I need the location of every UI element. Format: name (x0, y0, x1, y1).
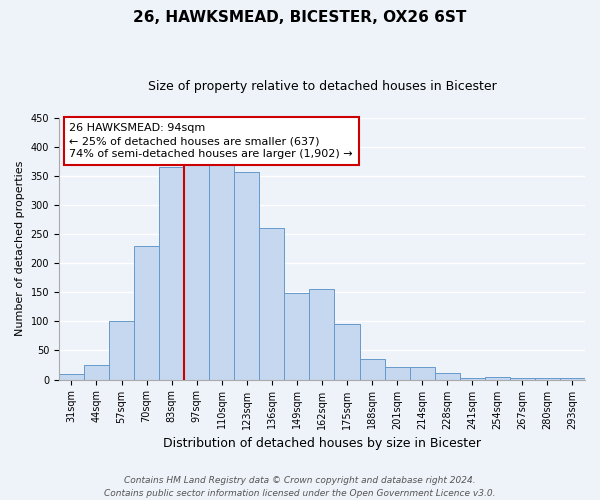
Bar (410, 367, 434, 380)
Bar (434, 373, 460, 380)
Title: Size of property relative to detached houses in Bicester: Size of property relative to detached ho… (148, 80, 496, 93)
Bar (209, 162, 234, 380)
Bar (460, 378, 485, 380)
Bar (485, 376, 510, 380)
Bar (510, 378, 535, 380)
Bar (560, 378, 585, 380)
Bar (535, 378, 560, 380)
Bar (334, 324, 359, 380)
Bar (134, 246, 159, 380)
Bar (359, 359, 385, 380)
Bar (234, 172, 259, 380)
Bar (310, 290, 334, 380)
Bar (159, 167, 184, 380)
Bar (259, 228, 284, 380)
Text: Contains HM Land Registry data © Crown copyright and database right 2024.
Contai: Contains HM Land Registry data © Crown c… (104, 476, 496, 498)
Bar (59, 374, 84, 380)
Text: 26 HAWKSMEAD: 94sqm
← 25% of detached houses are smaller (637)
74% of semi-detac: 26 HAWKSMEAD: 94sqm ← 25% of detached ho… (70, 123, 353, 160)
Bar (385, 367, 410, 380)
Y-axis label: Number of detached properties: Number of detached properties (15, 161, 25, 336)
Bar (284, 294, 310, 380)
X-axis label: Distribution of detached houses by size in Bicester: Distribution of detached houses by size … (163, 437, 481, 450)
Text: 26, HAWKSMEAD, BICESTER, OX26 6ST: 26, HAWKSMEAD, BICESTER, OX26 6ST (133, 10, 467, 25)
Bar (184, 163, 209, 380)
Bar (84, 365, 109, 380)
Bar (109, 322, 134, 380)
